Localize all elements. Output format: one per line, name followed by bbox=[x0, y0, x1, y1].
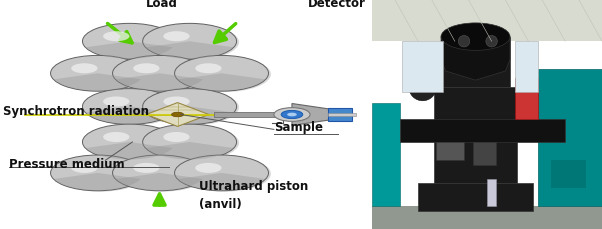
Text: (anvil): (anvil) bbox=[199, 199, 241, 211]
Text: Detector: Detector bbox=[308, 0, 366, 10]
Bar bbox=[551, 160, 586, 188]
Circle shape bbox=[281, 110, 303, 119]
Wedge shape bbox=[178, 73, 265, 91]
Circle shape bbox=[85, 90, 179, 125]
Circle shape bbox=[53, 156, 147, 192]
Circle shape bbox=[177, 56, 271, 92]
Bar bbox=[515, 41, 538, 92]
Circle shape bbox=[85, 24, 179, 60]
Circle shape bbox=[409, 73, 436, 101]
Circle shape bbox=[103, 132, 129, 142]
Circle shape bbox=[115, 156, 209, 192]
Bar bbox=[487, 179, 496, 206]
Circle shape bbox=[145, 125, 239, 161]
Text: Sample: Sample bbox=[274, 121, 323, 134]
Ellipse shape bbox=[441, 23, 510, 50]
Circle shape bbox=[82, 23, 176, 59]
Circle shape bbox=[175, 55, 268, 91]
Circle shape bbox=[85, 125, 179, 161]
Circle shape bbox=[486, 35, 497, 47]
Bar bbox=[515, 78, 538, 119]
Circle shape bbox=[53, 56, 147, 92]
Circle shape bbox=[143, 124, 237, 160]
Circle shape bbox=[143, 89, 237, 124]
Circle shape bbox=[287, 113, 297, 116]
Bar bbox=[473, 142, 496, 165]
Wedge shape bbox=[146, 106, 233, 124]
Bar bbox=[372, 0, 602, 41]
Circle shape bbox=[195, 163, 222, 173]
Circle shape bbox=[51, 55, 144, 91]
Polygon shape bbox=[441, 37, 510, 80]
Circle shape bbox=[163, 96, 190, 106]
Circle shape bbox=[145, 24, 239, 60]
Circle shape bbox=[71, 163, 98, 173]
Circle shape bbox=[133, 163, 160, 173]
Bar bbox=[436, 142, 464, 160]
Bar bbox=[328, 113, 356, 116]
Wedge shape bbox=[178, 173, 265, 190]
Circle shape bbox=[177, 156, 271, 192]
Bar bbox=[214, 112, 286, 117]
Circle shape bbox=[145, 90, 239, 125]
Circle shape bbox=[175, 155, 268, 191]
Circle shape bbox=[133, 63, 160, 73]
Polygon shape bbox=[146, 103, 209, 126]
Polygon shape bbox=[292, 104, 329, 125]
Text: Pressure medium: Pressure medium bbox=[9, 158, 125, 171]
Circle shape bbox=[195, 63, 222, 73]
Circle shape bbox=[103, 96, 129, 106]
Wedge shape bbox=[116, 73, 203, 91]
Bar bbox=[441, 37, 510, 87]
Circle shape bbox=[82, 89, 176, 124]
Wedge shape bbox=[146, 41, 233, 59]
Bar bbox=[538, 69, 602, 206]
Circle shape bbox=[113, 55, 206, 91]
Circle shape bbox=[113, 155, 206, 191]
Wedge shape bbox=[116, 173, 203, 190]
Bar bbox=[418, 183, 533, 211]
Bar bbox=[372, 103, 400, 206]
Circle shape bbox=[458, 35, 470, 47]
Text: Ultrahard piston: Ultrahard piston bbox=[199, 180, 308, 193]
Bar bbox=[328, 108, 352, 121]
Wedge shape bbox=[54, 173, 141, 190]
Wedge shape bbox=[86, 41, 173, 59]
Bar bbox=[434, 87, 517, 183]
Circle shape bbox=[115, 56, 209, 92]
Bar bbox=[402, 41, 443, 92]
Circle shape bbox=[281, 112, 291, 117]
Text: Load: Load bbox=[146, 0, 177, 10]
Wedge shape bbox=[86, 106, 173, 124]
Circle shape bbox=[51, 155, 144, 191]
Bar bbox=[372, 206, 602, 229]
Bar bbox=[400, 119, 565, 142]
Circle shape bbox=[163, 132, 190, 142]
Circle shape bbox=[274, 108, 310, 121]
Wedge shape bbox=[146, 142, 233, 159]
Wedge shape bbox=[54, 73, 141, 91]
Wedge shape bbox=[86, 142, 173, 159]
Circle shape bbox=[163, 31, 190, 41]
Circle shape bbox=[103, 31, 129, 41]
Circle shape bbox=[143, 23, 237, 59]
Circle shape bbox=[172, 112, 184, 117]
Text: Synchrotron radiation: Synchrotron radiation bbox=[3, 105, 149, 117]
Circle shape bbox=[82, 124, 176, 160]
Circle shape bbox=[71, 63, 98, 73]
